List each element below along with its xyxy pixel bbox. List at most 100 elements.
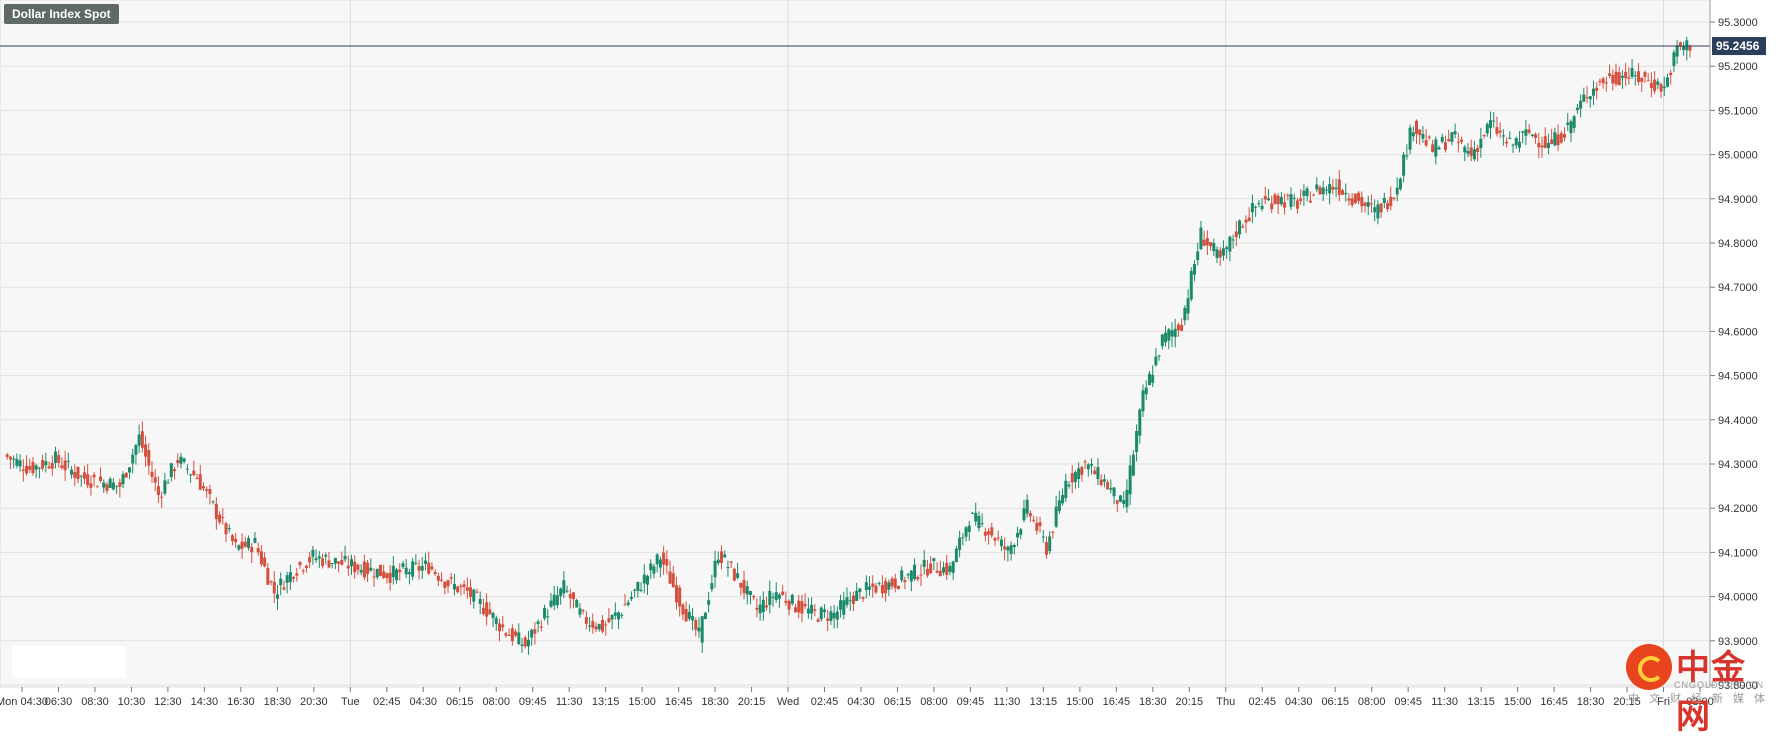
candle-body xyxy=(1363,202,1367,206)
candle-body xyxy=(404,567,408,575)
candle-body xyxy=(546,616,550,618)
candle-body xyxy=(1440,136,1444,142)
x-tick-label: 20:15 xyxy=(1176,696,1204,708)
y-tick-label: 95.1000 xyxy=(1718,105,1758,117)
candle-body xyxy=(1022,508,1026,521)
candle-body xyxy=(1646,80,1650,82)
candle-body xyxy=(1588,96,1592,100)
x-tick-label: 15:00 xyxy=(628,696,656,708)
candle-body xyxy=(1215,249,1219,259)
x-tick-label: Thu xyxy=(1216,696,1235,708)
candle-body xyxy=(629,597,633,599)
candle-body xyxy=(1083,461,1087,463)
candle-body xyxy=(1299,198,1303,201)
candle-body xyxy=(1067,484,1071,487)
candle-body xyxy=(790,594,794,604)
candle-body xyxy=(588,625,592,627)
x-tick-label: 16:45 xyxy=(665,696,693,708)
candle-body xyxy=(349,559,353,567)
candle-body xyxy=(1109,488,1113,490)
candle-body xyxy=(604,624,608,626)
candle-body xyxy=(8,456,12,460)
candle-body xyxy=(752,596,756,598)
y-tick-label: 94.1000 xyxy=(1718,547,1758,559)
candle-body xyxy=(961,537,965,539)
candle-body xyxy=(555,595,559,606)
candle-body xyxy=(485,602,489,617)
candle-body xyxy=(1086,464,1090,470)
candle-body xyxy=(121,474,125,485)
candle-body xyxy=(18,460,22,467)
candle-body xyxy=(1025,499,1029,514)
candle-body xyxy=(420,566,424,571)
candle-body xyxy=(1315,184,1319,190)
candle-body xyxy=(713,560,717,578)
candle-body xyxy=(436,575,440,581)
candle-body xyxy=(140,431,144,448)
candle-body xyxy=(919,574,923,576)
candle-body xyxy=(449,577,453,579)
candle-body xyxy=(922,559,926,567)
candle-body xyxy=(1180,325,1184,331)
candle-body xyxy=(411,561,415,577)
candle-body xyxy=(179,456,183,464)
candle-body xyxy=(996,537,1000,539)
candle-body xyxy=(871,583,875,587)
candle-body xyxy=(1408,127,1412,150)
candle-body xyxy=(745,586,749,595)
candle-body xyxy=(1456,141,1460,143)
candle-body xyxy=(594,626,598,630)
candle-body xyxy=(263,557,267,567)
candle-body xyxy=(1160,334,1164,347)
candle-body xyxy=(1070,473,1074,483)
candle-body xyxy=(900,570,904,581)
candle-body xyxy=(92,474,96,478)
x-tick-label: 09:45 xyxy=(1394,696,1422,708)
candle-body xyxy=(34,465,38,470)
candle-body xyxy=(655,554,659,565)
candle-body xyxy=(1579,100,1583,109)
candle-body xyxy=(707,600,711,605)
candle-body xyxy=(1189,270,1193,300)
candle-body xyxy=(1292,197,1296,199)
candle-body xyxy=(369,567,373,571)
candle-body xyxy=(407,572,411,575)
y-tick-label: 94.2000 xyxy=(1718,503,1758,515)
candle-body xyxy=(1003,546,1007,550)
candle-body xyxy=(1360,196,1364,207)
candle-body xyxy=(391,565,395,578)
candle-body xyxy=(1498,130,1502,133)
candle-body xyxy=(983,531,987,536)
candle-body xyxy=(1202,239,1206,246)
candle-body xyxy=(1517,141,1521,148)
candle-body xyxy=(443,581,447,588)
candle-body xyxy=(1479,138,1483,149)
candle-body xyxy=(1582,94,1586,102)
candle-body xyxy=(1640,77,1644,82)
x-tick-label: 02:45 xyxy=(811,696,839,708)
x-tick-label: 06:15 xyxy=(446,696,474,708)
candle-body xyxy=(771,596,775,598)
candle-body xyxy=(1575,107,1579,111)
x-tick-label: 11:30 xyxy=(556,696,583,708)
candle-body xyxy=(240,541,244,549)
candle-body xyxy=(1469,147,1473,157)
x-tick-label: 04:30 xyxy=(847,696,875,708)
candle-body xyxy=(1608,73,1612,76)
candle-body xyxy=(173,469,177,472)
candle-body xyxy=(1279,196,1283,205)
candle-body xyxy=(1295,200,1299,209)
candle-body xyxy=(208,488,212,494)
x-tick-label: 13:15 xyxy=(1030,696,1058,708)
candle-body xyxy=(649,563,653,571)
candle-body xyxy=(169,463,173,478)
candle-body xyxy=(137,434,141,446)
candle-body xyxy=(314,558,318,561)
candle-body xyxy=(205,489,209,491)
x-tick-label: Wed xyxy=(777,696,799,708)
candle-body xyxy=(671,573,675,587)
candle-body xyxy=(832,612,836,619)
candle-body xyxy=(591,621,595,628)
candle-body xyxy=(568,594,572,599)
candle-body xyxy=(874,585,878,593)
